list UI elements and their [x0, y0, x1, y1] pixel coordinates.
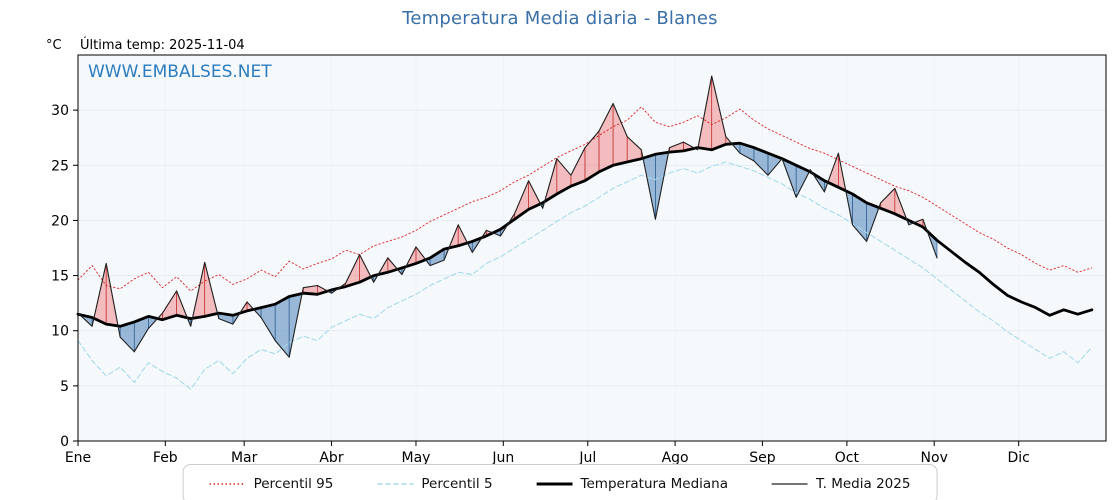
svg-text:30: 30	[51, 103, 69, 119]
svg-text:25: 25	[51, 158, 69, 174]
percentil-95-line-sample	[209, 483, 246, 485]
legend-item-tmedia-2025: T. Media 2025	[772, 476, 910, 492]
svg-text:5: 5	[60, 379, 69, 395]
tmedia-2025-line-sample	[772, 483, 808, 485]
svg-text:Oct: Oct	[835, 450, 860, 466]
y-axis-unit-label: °C	[46, 38, 62, 53]
legend-label: Temperatura Mediana	[580, 476, 728, 492]
svg-text:10: 10	[51, 324, 69, 340]
mediana-line-sample	[536, 482, 573, 486]
svg-text:Ene: Ene	[65, 450, 91, 466]
legend-item-percentil-95: Percentil 95	[209, 476, 334, 492]
svg-text:Feb: Feb	[153, 450, 178, 466]
watermark-text: WWW.EMBALSES.NET	[88, 62, 272, 82]
svg-text:May: May	[401, 450, 430, 466]
svg-text:15: 15	[51, 269, 69, 285]
svg-text:Jun: Jun	[491, 450, 514, 466]
legend-label: Percentil 5	[421, 476, 493, 492]
svg-text:Jul: Jul	[578, 450, 596, 466]
legend-label: Percentil 95	[253, 476, 334, 492]
svg-text:Ago: Ago	[662, 450, 689, 466]
legend-item-percentil-5: Percentil 5	[377, 476, 493, 492]
last-temp-label: Última temp: 2025-11-04	[80, 38, 245, 53]
percentil-5-line-sample	[377, 483, 414, 485]
chart-legend: Percentil 95 Percentil 5 Temperatura Med…	[182, 464, 938, 500]
svg-text:Abr: Abr	[319, 450, 343, 466]
legend-label: T. Media 2025	[816, 476, 911, 492]
svg-text:Mar: Mar	[231, 450, 258, 466]
svg-text:20: 20	[51, 213, 69, 229]
svg-text:0: 0	[60, 434, 69, 450]
legend-item-mediana: Temperatura Mediana	[536, 476, 728, 492]
svg-text:Nov: Nov	[921, 450, 948, 466]
svg-text:Dic: Dic	[1008, 450, 1030, 466]
page-title: Temperatura Media diaria - Blanes	[402, 8, 718, 29]
svg-text:Sep: Sep	[749, 450, 776, 466]
